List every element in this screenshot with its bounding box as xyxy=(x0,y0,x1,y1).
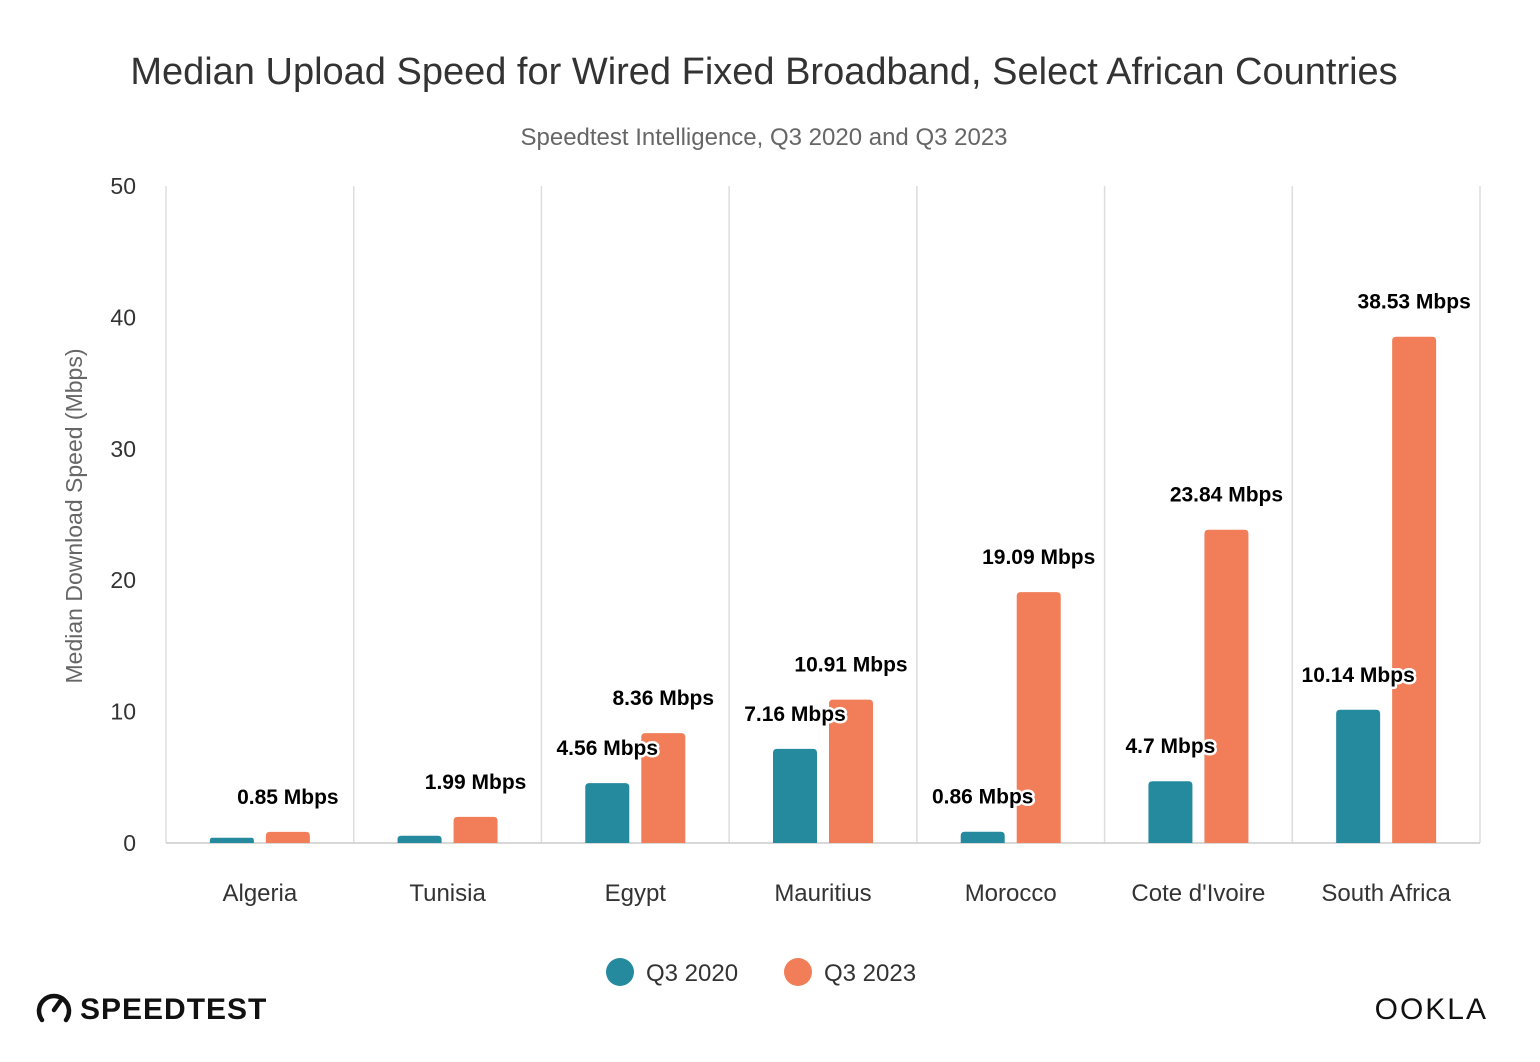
data-label-q3-2023-morocco: 19.09 Mbps xyxy=(982,546,1095,569)
bars xyxy=(209,336,1437,843)
gauge-icon xyxy=(36,993,72,1023)
y-axis-ticks: 0 10 20 30 40 50 xyxy=(110,173,136,856)
speedtest-logo: SPEEDTEST xyxy=(36,993,267,1026)
data-label-q3-2023-cote-d-ivoire: 23.84 Mbps xyxy=(1170,484,1283,507)
legend-label-q3-2020: Q3 2020 xyxy=(646,960,738,987)
x-tick-label: Cote d'Ivoire xyxy=(1131,880,1265,907)
data-label-q3-2023-mauritius: 10.91 Mbps xyxy=(794,654,907,677)
y-tick-label: 10 xyxy=(110,699,136,725)
data-label-q3-2020-mauritius: 7.16 Mbps xyxy=(744,703,846,726)
x-tick-label: Morocco xyxy=(965,880,1057,907)
bar-q3-2023-cote-d-ivoire xyxy=(1204,529,1249,843)
bar-q3-2020-south-africa xyxy=(1336,709,1381,843)
legend-swatch-q3-2023 xyxy=(784,958,812,986)
bar-q3-2020-egypt xyxy=(585,783,630,843)
x-tick-label: Tunisia xyxy=(409,880,486,907)
grid-lines xyxy=(165,186,1481,844)
legend: Q3 2020 Q3 2023 xyxy=(606,958,916,987)
bar-q3-2023-algeria xyxy=(265,831,310,843)
ookla-logo: OOKLA xyxy=(1375,993,1488,1026)
bar-q3-2023-south-africa xyxy=(1392,336,1437,843)
x-axis-ticks: Algeria Tunisia Egypt Mauritius Morocco Cote … xyxy=(222,880,1451,907)
y-tick-label: 50 xyxy=(110,173,136,199)
data-label-q3-2023-algeria: 0.85 Mbps xyxy=(237,786,339,809)
data-label-q3-2023-egypt: 8.36 Mbps xyxy=(613,687,715,710)
x-tick-label: Algeria xyxy=(222,880,297,907)
bar-q3-2020-morocco xyxy=(960,831,1005,843)
data-label-q3-2020-morocco: 0.86 Mbps xyxy=(932,786,1034,809)
bar-q3-2023-egypt xyxy=(641,733,686,843)
bar-q3-2020-cote-d-ivoire xyxy=(1148,781,1193,843)
x-tick-label: Mauritius xyxy=(774,880,871,907)
bar-q3-2023-mauritius xyxy=(829,699,873,843)
bar-q3-2020-tunisia xyxy=(397,835,442,843)
bar-q3-2023-tunisia xyxy=(453,816,498,843)
y-tick-label: 0 xyxy=(123,830,136,856)
data-label-q3-2023-south-africa: 38.53 Mbps xyxy=(1358,291,1471,314)
bar-q3-2020-algeria xyxy=(209,837,254,843)
x-tick-label: South Africa xyxy=(1321,880,1451,907)
bar-q3-2023-morocco xyxy=(1016,592,1061,843)
data-label-q3-2020-south-africa: 10.14 Mbps xyxy=(1302,664,1415,687)
y-tick-label: 30 xyxy=(110,436,136,462)
bar-q3-2020-mauritius xyxy=(773,748,817,843)
data-labels: 0.85 Mbps 1.99 Mbps 4.56 Mbps 8.36 Mbps 7.16… xyxy=(235,288,1474,811)
data-label-q3-2020-egypt: 4.56 Mbps xyxy=(557,737,659,760)
y-tick-label: 40 xyxy=(110,304,136,330)
x-tick-label: Egypt xyxy=(605,880,667,907)
y-axis-label: Median Download Speed (Mbps) xyxy=(61,349,87,684)
data-label-q3-2023-tunisia: 1.99 Mbps xyxy=(425,771,527,794)
ookla-wordmark: OOKLA xyxy=(1375,993,1488,1026)
chart-subtitle: Speedtest Intelligence, Q3 2020 and Q3 2… xyxy=(520,124,1007,151)
y-tick-label: 20 xyxy=(110,567,136,593)
legend-label-q3-2023: Q3 2023 xyxy=(824,960,916,987)
chart-title: Median Upload Speed for Wired Fixed Broa… xyxy=(130,51,1397,93)
speedtest-wordmark: SPEEDTEST xyxy=(80,993,267,1026)
legend-swatch-q3-2020 xyxy=(606,958,634,986)
data-label-q3-2020-cote-d-ivoire: 4.7 Mbps xyxy=(1125,735,1215,758)
